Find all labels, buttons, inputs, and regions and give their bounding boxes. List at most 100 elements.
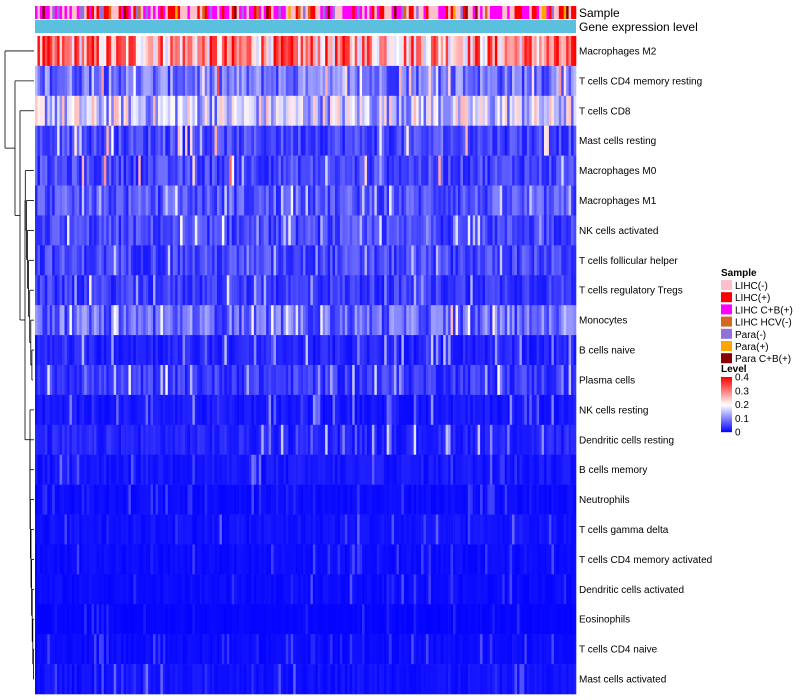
heatmap-cell xyxy=(170,604,174,635)
heatmap-cell xyxy=(266,185,269,216)
heatmap-cell xyxy=(332,155,336,186)
heatmap-cell xyxy=(352,305,355,336)
heatmap-cell xyxy=(472,335,476,366)
heatmap-cell xyxy=(194,95,198,127)
heatmap-cell xyxy=(485,36,488,67)
heatmap-cell xyxy=(548,155,552,186)
heatmap-cell xyxy=(280,634,284,665)
heatmap-cell xyxy=(556,245,560,276)
heatmap-cell xyxy=(162,36,166,67)
heatmap-cell xyxy=(57,245,60,276)
heatmap-cell xyxy=(376,514,380,545)
heatmap-cell xyxy=(467,424,471,456)
heatmap-cell xyxy=(162,65,166,97)
heatmap-cell xyxy=(231,335,235,366)
heatmap-cell xyxy=(494,125,498,156)
heatmap-cell xyxy=(128,544,132,575)
sample-annotation-cell xyxy=(111,6,114,19)
heatmap-cell xyxy=(430,365,434,396)
heatmap-cell xyxy=(544,65,547,97)
sample-annotation-cell xyxy=(413,6,417,19)
sample-annotation-cell xyxy=(548,6,552,19)
heatmap-cell xyxy=(470,185,474,216)
heatmap-cell xyxy=(337,305,341,336)
heatmap-cell xyxy=(91,305,95,336)
heatmap-cell xyxy=(241,125,245,156)
heatmap-cell xyxy=(189,424,193,456)
heatmap-cell xyxy=(234,36,237,67)
heatmap-cell xyxy=(325,634,328,665)
heatmap-cell xyxy=(364,365,368,396)
heatmap-cell xyxy=(268,484,272,515)
heatmap-cell xyxy=(216,185,220,216)
heatmap-cell xyxy=(514,245,518,276)
heatmap-cell xyxy=(138,305,142,336)
sample-annotation-cell xyxy=(539,6,542,19)
heatmap-cell xyxy=(406,275,410,306)
heatmap-cell xyxy=(529,394,533,426)
sample-annotation-cell xyxy=(544,6,547,19)
heatmap-cell xyxy=(273,36,277,67)
heatmap-cell xyxy=(376,185,380,216)
heatmap-cell xyxy=(512,275,515,306)
heatmap-cell xyxy=(507,155,510,186)
heatmap-cell xyxy=(91,424,95,456)
heatmap-cell xyxy=(116,394,119,426)
heatmap-cell xyxy=(354,634,358,665)
heatmap-cell xyxy=(128,245,132,276)
heatmap-cell xyxy=(290,36,294,67)
heatmap-cell xyxy=(266,365,269,396)
heatmap-cell xyxy=(91,125,95,156)
heatmap-cell xyxy=(352,544,355,575)
heatmap-cell xyxy=(413,215,417,246)
heatmap-cell xyxy=(224,365,228,396)
heatmap-cell xyxy=(157,305,161,336)
heatmap-cell xyxy=(170,125,174,156)
heatmap-cell xyxy=(123,185,127,216)
heatmap-cell xyxy=(283,125,287,156)
heatmap-cell xyxy=(539,514,542,545)
heatmap-cell xyxy=(209,275,213,306)
heatmap-cell xyxy=(256,604,260,635)
heatmap-cell xyxy=(111,95,114,127)
heatmap-cell xyxy=(266,454,269,485)
heatmap-cell xyxy=(492,95,496,127)
heatmap-cell xyxy=(234,454,237,485)
heatmap-cell xyxy=(57,394,60,426)
heatmap-cell xyxy=(248,514,252,545)
heatmap-cell xyxy=(79,484,83,515)
heatmap-cell xyxy=(499,514,503,545)
heatmap-cell xyxy=(492,484,496,515)
heatmap-cell xyxy=(403,574,407,605)
heatmap-cell xyxy=(89,514,92,545)
heatmap-cell xyxy=(485,335,488,366)
heatmap-cell xyxy=(167,36,171,67)
heatmap-cell xyxy=(487,335,491,366)
heatmap-cell xyxy=(37,424,41,456)
heatmap-cell xyxy=(408,424,412,456)
heatmap-cell xyxy=(480,65,483,97)
heatmap-cell xyxy=(140,365,144,396)
heatmap-cell xyxy=(263,275,267,306)
heatmap-cell xyxy=(457,544,461,575)
heatmap-cell xyxy=(521,634,525,665)
heatmap-cell xyxy=(371,454,375,485)
heatmap-cell xyxy=(480,394,483,426)
heatmap-cell xyxy=(317,65,321,97)
heatmap-cell xyxy=(209,604,213,635)
heatmap-cell xyxy=(342,574,346,605)
heatmap-cell xyxy=(197,185,201,216)
heatmap-cell xyxy=(108,634,112,665)
heatmap-cell xyxy=(231,664,235,695)
heatmap-cell xyxy=(330,424,333,456)
sample-annotation-cell xyxy=(504,6,508,19)
heatmap-cell xyxy=(332,185,336,216)
heatmap-cell xyxy=(455,305,459,336)
heatmap-cell xyxy=(150,95,154,127)
heatmap-cell xyxy=(224,245,228,276)
heatmap-cell xyxy=(253,335,257,366)
heatmap-cell xyxy=(103,484,107,515)
heatmap-cell xyxy=(128,275,132,306)
heatmap-cell xyxy=(285,305,289,336)
heatmap-cell xyxy=(263,215,267,246)
